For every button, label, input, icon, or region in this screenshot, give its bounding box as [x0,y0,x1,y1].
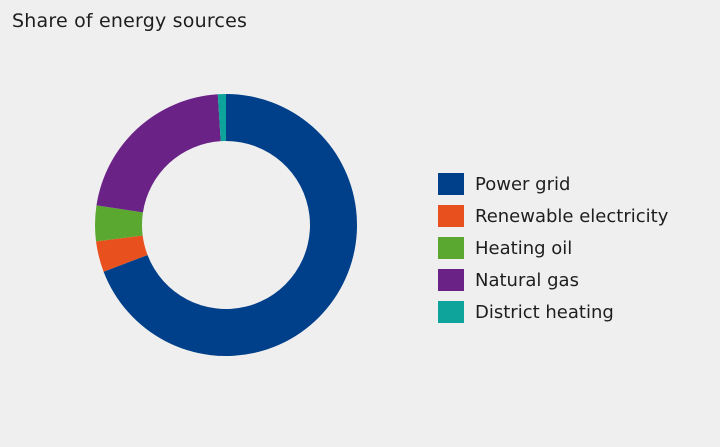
chart-title: Share of energy sources [12,10,248,32]
slice-renewable-electricity [96,235,148,272]
slice-natural-gas [96,94,221,213]
legend-label: Natural gas [475,269,579,291]
legend-item-district-heating: District heating [438,296,668,328]
legend-swatch [438,269,464,291]
slice-district-heating [217,94,226,142]
legend-swatch [438,237,464,259]
legend-label: District heating [475,301,614,323]
legend-item-heating-oil: Heating oil [438,232,668,264]
legend-label: Renewable electricity [475,205,669,227]
legend-swatch [438,173,464,195]
slice-heating-oil [95,205,143,242]
legend-label: Heating oil [475,237,573,259]
legend-label: Power grid [475,173,571,195]
legend-item-natural-gas: Natural gas [438,264,668,296]
legend-item-power-grid: Power grid [438,168,668,200]
legend-item-renewable-electricity: Renewable electricity [438,200,668,232]
legend-swatch [438,205,464,227]
legend: Power grid Renewable electricity Heating o… [438,168,668,328]
donut-slices [95,94,358,356]
legend-swatch [438,301,464,323]
slice-power-grid [103,94,358,356]
